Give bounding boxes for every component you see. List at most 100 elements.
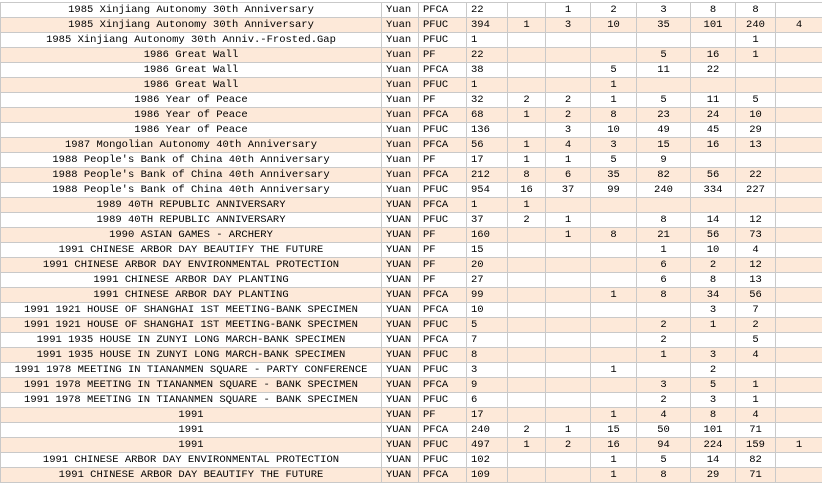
count: 5 xyxy=(590,62,637,78)
count: 21 xyxy=(636,227,691,243)
count: 2 xyxy=(507,422,546,438)
unit: Yuan xyxy=(381,62,419,78)
count: 56 xyxy=(466,137,508,153)
count: 1 xyxy=(545,212,591,228)
count xyxy=(690,332,736,348)
count: 10 xyxy=(590,122,637,138)
count: 1 xyxy=(590,287,637,303)
grade-type: PFUC xyxy=(418,17,467,33)
count xyxy=(545,197,591,213)
item-name: 1991 xyxy=(0,437,382,453)
count: 12 xyxy=(735,212,776,228)
count: 2 xyxy=(636,317,691,333)
item-name: 1985 Xinjiang Autonomy 30th Anniv.-Frost… xyxy=(0,32,382,48)
count xyxy=(775,392,822,408)
table-row: 1991 1921 HOUSE OF SHANGHAI 1ST MEETING-… xyxy=(0,302,822,318)
count xyxy=(507,347,546,363)
count xyxy=(545,242,591,258)
grade-type: PF xyxy=(418,92,467,108)
count xyxy=(507,287,546,303)
count: 240 xyxy=(735,17,776,33)
count xyxy=(775,122,822,138)
count: 23 xyxy=(636,107,691,123)
count: 212 xyxy=(466,167,508,183)
item-name: 1991 1921 HOUSE OF SHANGHAI 1ST MEETING-… xyxy=(0,317,382,333)
item-name: 1991 CHINESE ARBOR DAY ENVIRONMENTAL PRO… xyxy=(0,452,382,468)
count xyxy=(775,167,822,183)
count xyxy=(545,47,591,63)
grade-type: PFUC xyxy=(418,452,467,468)
count: 8 xyxy=(735,2,776,18)
grade-type: PFUC xyxy=(418,77,467,93)
count xyxy=(775,32,822,48)
unit: Yuan xyxy=(381,92,419,108)
grade-type: PFUC xyxy=(418,437,467,453)
table-row: 1991 CHINESE ARBOR DAY ENVIRONMENTAL PRO… xyxy=(0,257,822,273)
count: 8 xyxy=(636,287,691,303)
count xyxy=(590,317,637,333)
count xyxy=(690,197,736,213)
count: 68 xyxy=(466,107,508,123)
count xyxy=(507,62,546,78)
count: 159 xyxy=(735,437,776,453)
table-row: 1986 Great Wall Yuan PFCA 38 5 11 22 xyxy=(0,62,822,78)
count: 101 xyxy=(690,422,736,438)
unit: Yuan xyxy=(381,47,419,63)
grade-type: PFUC xyxy=(418,212,467,228)
table-row: 1986 Great Wall Yuan PF 22 5 16 1 xyxy=(0,47,822,63)
grade-type: PFCA xyxy=(418,137,467,153)
unit: Yuan xyxy=(381,167,419,183)
table-row: 1988 People's Bank of China 40th Anniver… xyxy=(0,167,822,183)
grade-type: PFCA xyxy=(418,377,467,393)
count: 1 xyxy=(590,407,637,423)
item-name: 1991 CHINESE ARBOR DAY PLANTING xyxy=(0,287,382,303)
count: 22 xyxy=(466,47,508,63)
count: 497 xyxy=(466,437,508,453)
count: 2 xyxy=(636,392,691,408)
count xyxy=(775,92,822,108)
item-name: 1988 People's Bank of China 40th Anniver… xyxy=(0,152,382,168)
count xyxy=(690,152,736,168)
count: 1 xyxy=(466,197,508,213)
grade-type: PFUC xyxy=(418,317,467,333)
item-name: 1986 Year of Peace xyxy=(0,122,382,138)
table-row: 1991 1935 HOUSE IN ZUNYI LONG MARCH-BANK… xyxy=(0,332,822,348)
unit: YUAN xyxy=(381,317,419,333)
count: 2 xyxy=(545,107,591,123)
count: 56 xyxy=(690,167,736,183)
count xyxy=(775,2,822,18)
count xyxy=(507,332,546,348)
table-row: 1991 CHINESE ARBOR DAY BEAUTIFY THE FUTU… xyxy=(0,467,822,483)
grade-type: PFCA xyxy=(418,332,467,348)
count: 2 xyxy=(545,437,591,453)
grade-type: PFCA xyxy=(418,2,467,18)
count xyxy=(507,452,546,468)
grade-type: PFCA xyxy=(418,167,467,183)
count: 3 xyxy=(545,122,591,138)
count: 1 xyxy=(507,152,546,168)
grade-type: PF xyxy=(418,407,467,423)
count: 3 xyxy=(545,17,591,33)
count: 1 xyxy=(735,377,776,393)
count xyxy=(636,302,691,318)
grade-type: PFCA xyxy=(418,287,467,303)
count xyxy=(507,122,546,138)
count: 10 xyxy=(735,107,776,123)
count xyxy=(590,32,637,48)
count: 1 xyxy=(507,17,546,33)
count: 16 xyxy=(690,47,736,63)
count: 35 xyxy=(636,17,691,33)
item-name: 1986 Great Wall xyxy=(0,77,382,93)
table-row: 1991 1978 MEETING IN TIANANMEN SQUARE - … xyxy=(0,377,822,393)
item-name: 1988 People's Bank of China 40th Anniver… xyxy=(0,182,382,198)
grade-type: PFUC xyxy=(418,347,467,363)
count: 4 xyxy=(775,17,822,33)
count: 99 xyxy=(590,182,637,198)
count: 14 xyxy=(690,212,736,228)
count: 50 xyxy=(636,422,691,438)
grade-type: PFUC xyxy=(418,182,467,198)
item-name: 1988 People's Bank of China 40th Anniver… xyxy=(0,167,382,183)
count: 2 xyxy=(690,257,736,273)
count: 27 xyxy=(466,272,508,288)
